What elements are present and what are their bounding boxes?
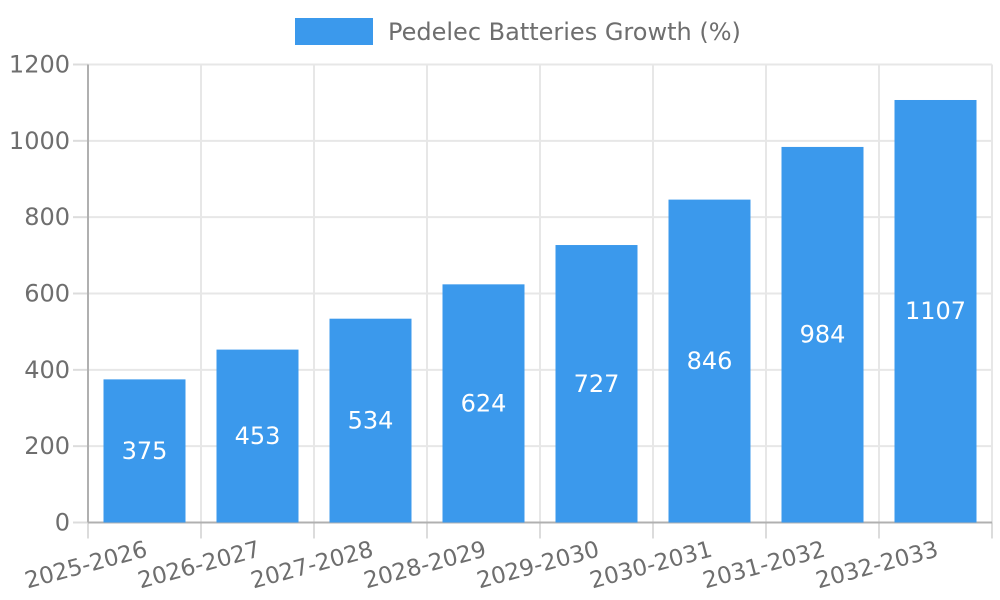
bar-2027-2028[interactable] <box>329 318 412 523</box>
bar-2032-2033[interactable] <box>894 99 977 523</box>
x-axis-tick-labels: 2025-20262026-20272027-20282028-20292029… <box>22 537 941 595</box>
x-axis-tick-label: 2028-2029 <box>361 537 489 595</box>
legend-swatch <box>295 18 373 45</box>
x-axis-tick-label: 2031-2032 <box>700 537 828 595</box>
y-axis-tick-label: 1000 <box>9 127 70 155</box>
bar-value-label: 984 <box>800 321 846 349</box>
legend-label: Pedelec Batteries Growth (%) <box>388 18 741 46</box>
bar-2031-2032[interactable] <box>781 146 864 523</box>
y-axis-tick-label: 400 <box>24 356 70 384</box>
y-axis-tick-labels: 0 200 400 600 800 1000 1200 <box>9 51 70 537</box>
legend-item[interactable]: Pedelec Batteries Growth (%) <box>295 18 741 46</box>
bar-value-label: 534 <box>348 407 394 435</box>
bar-2026-2027[interactable] <box>216 349 299 523</box>
y-axis-tick-label: 800 <box>24 203 70 231</box>
bar-value-label: 375 <box>122 437 168 465</box>
x-axis-tick-label: 2030-2031 <box>587 537 715 595</box>
x-axis-tick-label: 2026-2027 <box>135 537 263 595</box>
y-axis-tick-label: 1200 <box>9 51 70 79</box>
y-axis-tick-label: 200 <box>24 432 70 460</box>
x-axis-tick-label: 2027-2028 <box>248 537 376 595</box>
y-axis-tick-label: 600 <box>24 280 70 308</box>
bar-value-labels: 375 453 534 624 727 846 984 1107 <box>122 297 966 465</box>
bar-series <box>103 99 977 523</box>
bar-value-label: 1107 <box>905 297 966 325</box>
bar-2025-2026[interactable] <box>103 379 186 523</box>
x-axis-tick-label: 2025-2026 <box>22 537 150 595</box>
bar-2029-2030[interactable] <box>555 245 638 523</box>
bar-2028-2029[interactable] <box>442 284 525 523</box>
gridlines <box>88 63 993 523</box>
x-axis-tick-label: 2029-2030 <box>474 537 602 595</box>
y-axis-tick-label: 0 <box>55 509 70 537</box>
axis-tick-marks <box>73 63 993 539</box>
bar-2030-2031[interactable] <box>668 199 751 523</box>
x-axis-tick-label: 2032-2033 <box>813 537 941 595</box>
bar-value-label: 624 <box>461 389 507 417</box>
bar-value-label: 727 <box>574 370 620 398</box>
bar-value-label: 846 <box>687 347 733 375</box>
bar-value-label: 453 <box>235 422 281 450</box>
